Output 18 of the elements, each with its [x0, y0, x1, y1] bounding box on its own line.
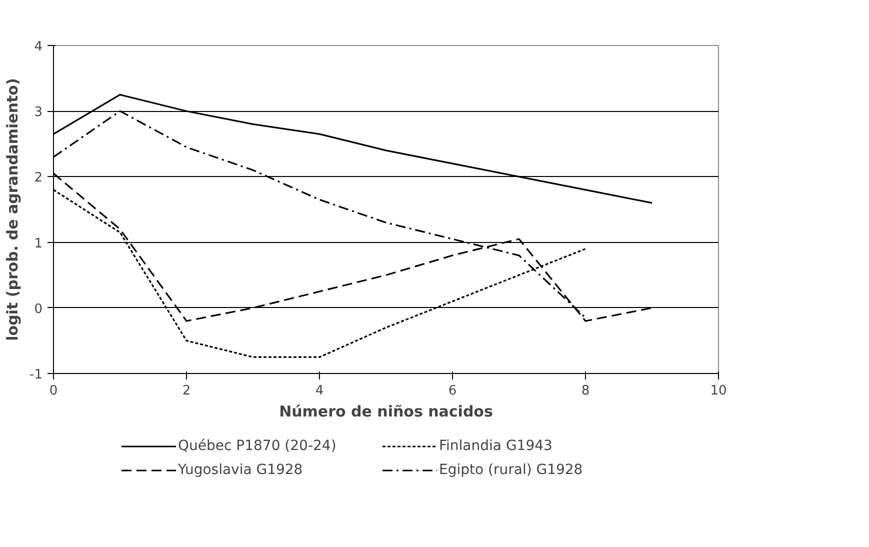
y-tick-label: -1	[30, 368, 43, 382]
y-tick-label: 4	[34, 40, 43, 54]
legend-label: Yugoslavia G1928	[178, 462, 304, 478]
y-tick-label: 1	[34, 236, 43, 252]
legend-label: Québec P1870 (20-24)	[178, 438, 338, 454]
x-tick-label: 6	[448, 384, 457, 398]
x-tick-label: 0	[49, 384, 58, 398]
x-tick-label: 2	[182, 384, 191, 398]
x-axis-title: Número de niños nacidos	[279, 402, 493, 420]
x-tick-label: 8	[581, 384, 590, 398]
legend-label: Finlandia G1943	[439, 438, 554, 454]
x-tick-label: 4	[315, 384, 324, 398]
x-tick-label: 10	[710, 384, 727, 398]
y-axis-title: logit (prob. de agrandamiento)	[4, 78, 22, 341]
y-tick-label: 2	[34, 170, 43, 186]
y-tick-label: 3	[34, 105, 43, 120]
y-tick-label: 0	[34, 302, 43, 317]
legend-label: Egipto (rural) G1928	[439, 462, 584, 478]
